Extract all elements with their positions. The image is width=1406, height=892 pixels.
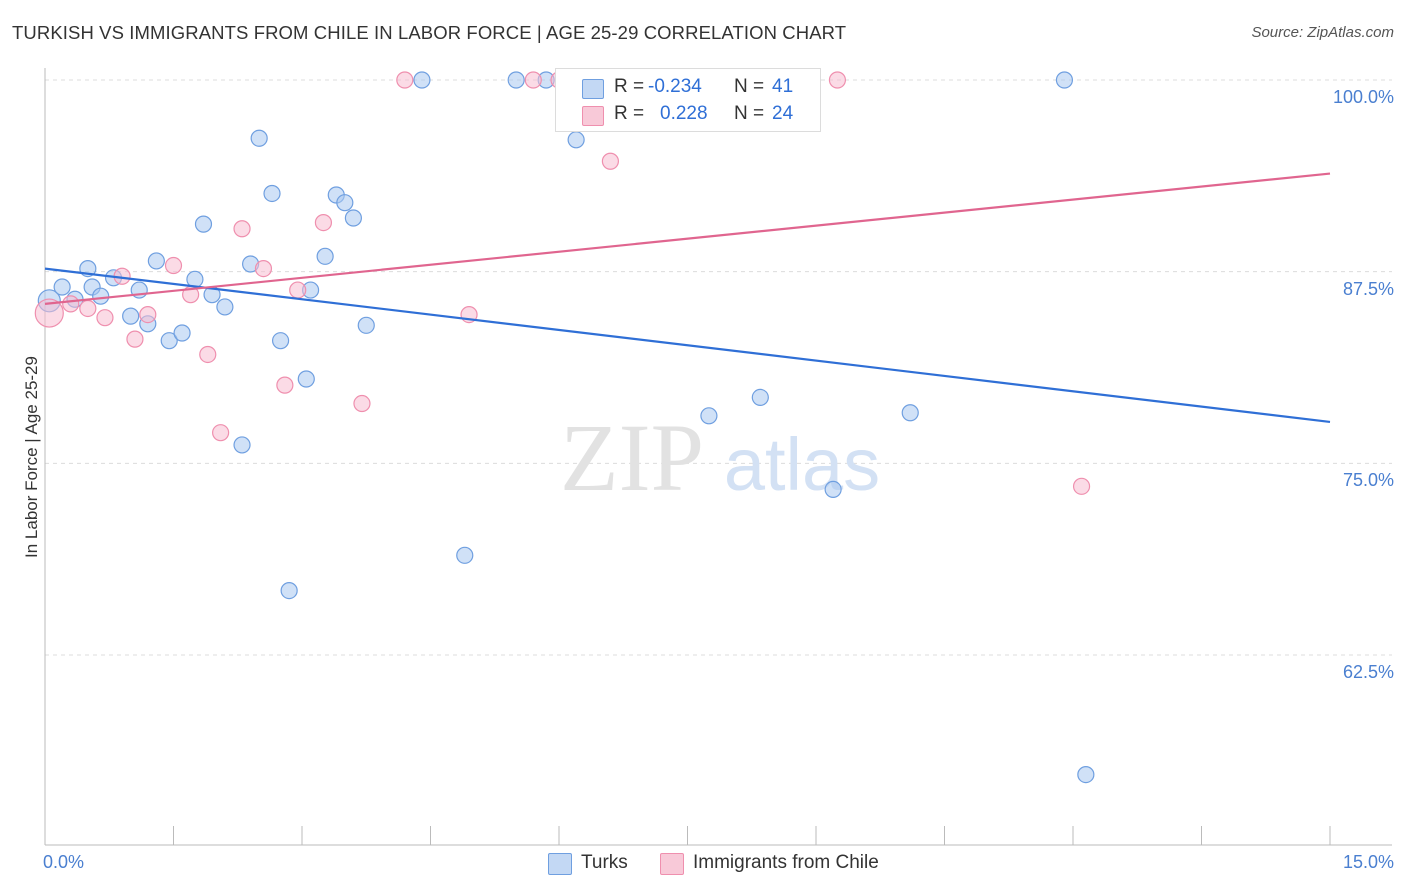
chile-point-13 <box>276 376 294 394</box>
turks-point-7 <box>122 307 140 325</box>
chile-point-3 <box>96 309 114 327</box>
turks-point-35 <box>751 388 769 406</box>
turks-point-39 <box>1077 765 1095 784</box>
y-axis-label: In Labor Force | Age 25-29 <box>22 356 41 558</box>
turks-point-37 <box>901 404 919 422</box>
chile-point-21 <box>601 152 620 170</box>
legend-turks-swatch <box>548 853 572 875</box>
turks-point-38 <box>1055 71 1074 89</box>
chile-point-10 <box>212 424 230 442</box>
turks-point-12 <box>173 324 191 342</box>
chile-r-label: R = <box>614 103 645 124</box>
x-tick-label-min: 0.0% <box>43 852 85 872</box>
turks-n-label: N = <box>734 76 765 97</box>
watermark: ZIP atlas <box>560 404 880 511</box>
turks-point-32 <box>567 131 585 149</box>
chile-point-19 <box>524 71 542 89</box>
turks-swatch <box>582 79 604 99</box>
chart-source: Source: ZipAtlas.com <box>1251 24 1394 41</box>
turks-trendline <box>44 267 1331 424</box>
chile-n-label: N = <box>734 103 765 124</box>
legend-turks-label: Turks <box>581 852 628 873</box>
y-tick-label-75: 75.0% <box>1342 470 1394 490</box>
watermark-atlas: atlas <box>724 423 880 506</box>
chile-point-23 <box>1072 477 1091 495</box>
y-tick-label-87-5: 87.5% <box>1342 279 1394 299</box>
turks-r-label: R = <box>614 76 645 97</box>
y-tick-label-62-5: 62.5% <box>1342 662 1394 682</box>
turks-r-value: -0.234 <box>648 76 702 97</box>
turks-point-33 <box>280 581 298 600</box>
chile-swatch <box>582 106 604 126</box>
turks-point-40 <box>413 71 431 89</box>
legend-chile-label: Immigrants from Chile <box>693 852 879 873</box>
turks-point-20 <box>263 184 281 203</box>
chile-point-5 <box>126 330 144 348</box>
chile-point-1 <box>62 295 80 313</box>
turks-point-17 <box>233 436 251 454</box>
turks-point-14 <box>194 215 213 233</box>
turks-point-29 <box>456 546 474 564</box>
chart-title: TURKISH VS IMMIGRANTS FROM CHILE IN LABO… <box>12 22 847 43</box>
chile-point-9 <box>199 345 217 364</box>
turks-point-34 <box>700 407 718 425</box>
chile-point-11 <box>233 220 251 238</box>
turks-point-24 <box>316 247 334 265</box>
chile-point-0 <box>34 298 64 328</box>
chile-point-12 <box>254 260 273 278</box>
turks-point-22 <box>297 370 315 388</box>
turks-point-10 <box>147 252 165 270</box>
turks-point-36 <box>824 480 842 498</box>
axes <box>44 68 1392 846</box>
grid-lines <box>45 79 1392 656</box>
chile-point-22 <box>828 71 847 89</box>
stats-box: R = -0.234 N = 41 R = 0.228 N = 24 <box>555 68 821 132</box>
chile-point-6 <box>139 306 157 324</box>
chile-point-16 <box>353 394 371 413</box>
chile-point-7 <box>164 256 183 275</box>
y-tick-label-100: 100.0% <box>1332 87 1394 107</box>
chile-point-2 <box>79 299 97 318</box>
turks-point-1 <box>53 278 71 296</box>
turks-point-11 <box>160 332 178 350</box>
turks-point-5 <box>92 287 110 305</box>
watermark-zip: ZIP <box>560 404 704 511</box>
chile-r-value: 0.228 <box>660 103 708 124</box>
x-tick-label-max: 15.0% <box>1342 852 1394 872</box>
chile-point-17 <box>396 71 414 89</box>
turks-n-value: 41 <box>772 76 794 97</box>
chile-trendline <box>44 172 1331 305</box>
chile-point-15 <box>314 214 333 232</box>
turks-point-21 <box>271 332 290 350</box>
turks-point-19 <box>250 129 268 147</box>
turks-point-26 <box>336 194 354 212</box>
turks-point-16 <box>216 298 234 316</box>
chile-point-14 <box>289 281 307 299</box>
turks-point-28 <box>357 316 375 334</box>
chile-n-value: 24 <box>772 103 794 124</box>
legend-chile-swatch <box>660 853 684 875</box>
turks-point-27 <box>344 209 362 227</box>
turks-point-30 <box>507 71 525 89</box>
